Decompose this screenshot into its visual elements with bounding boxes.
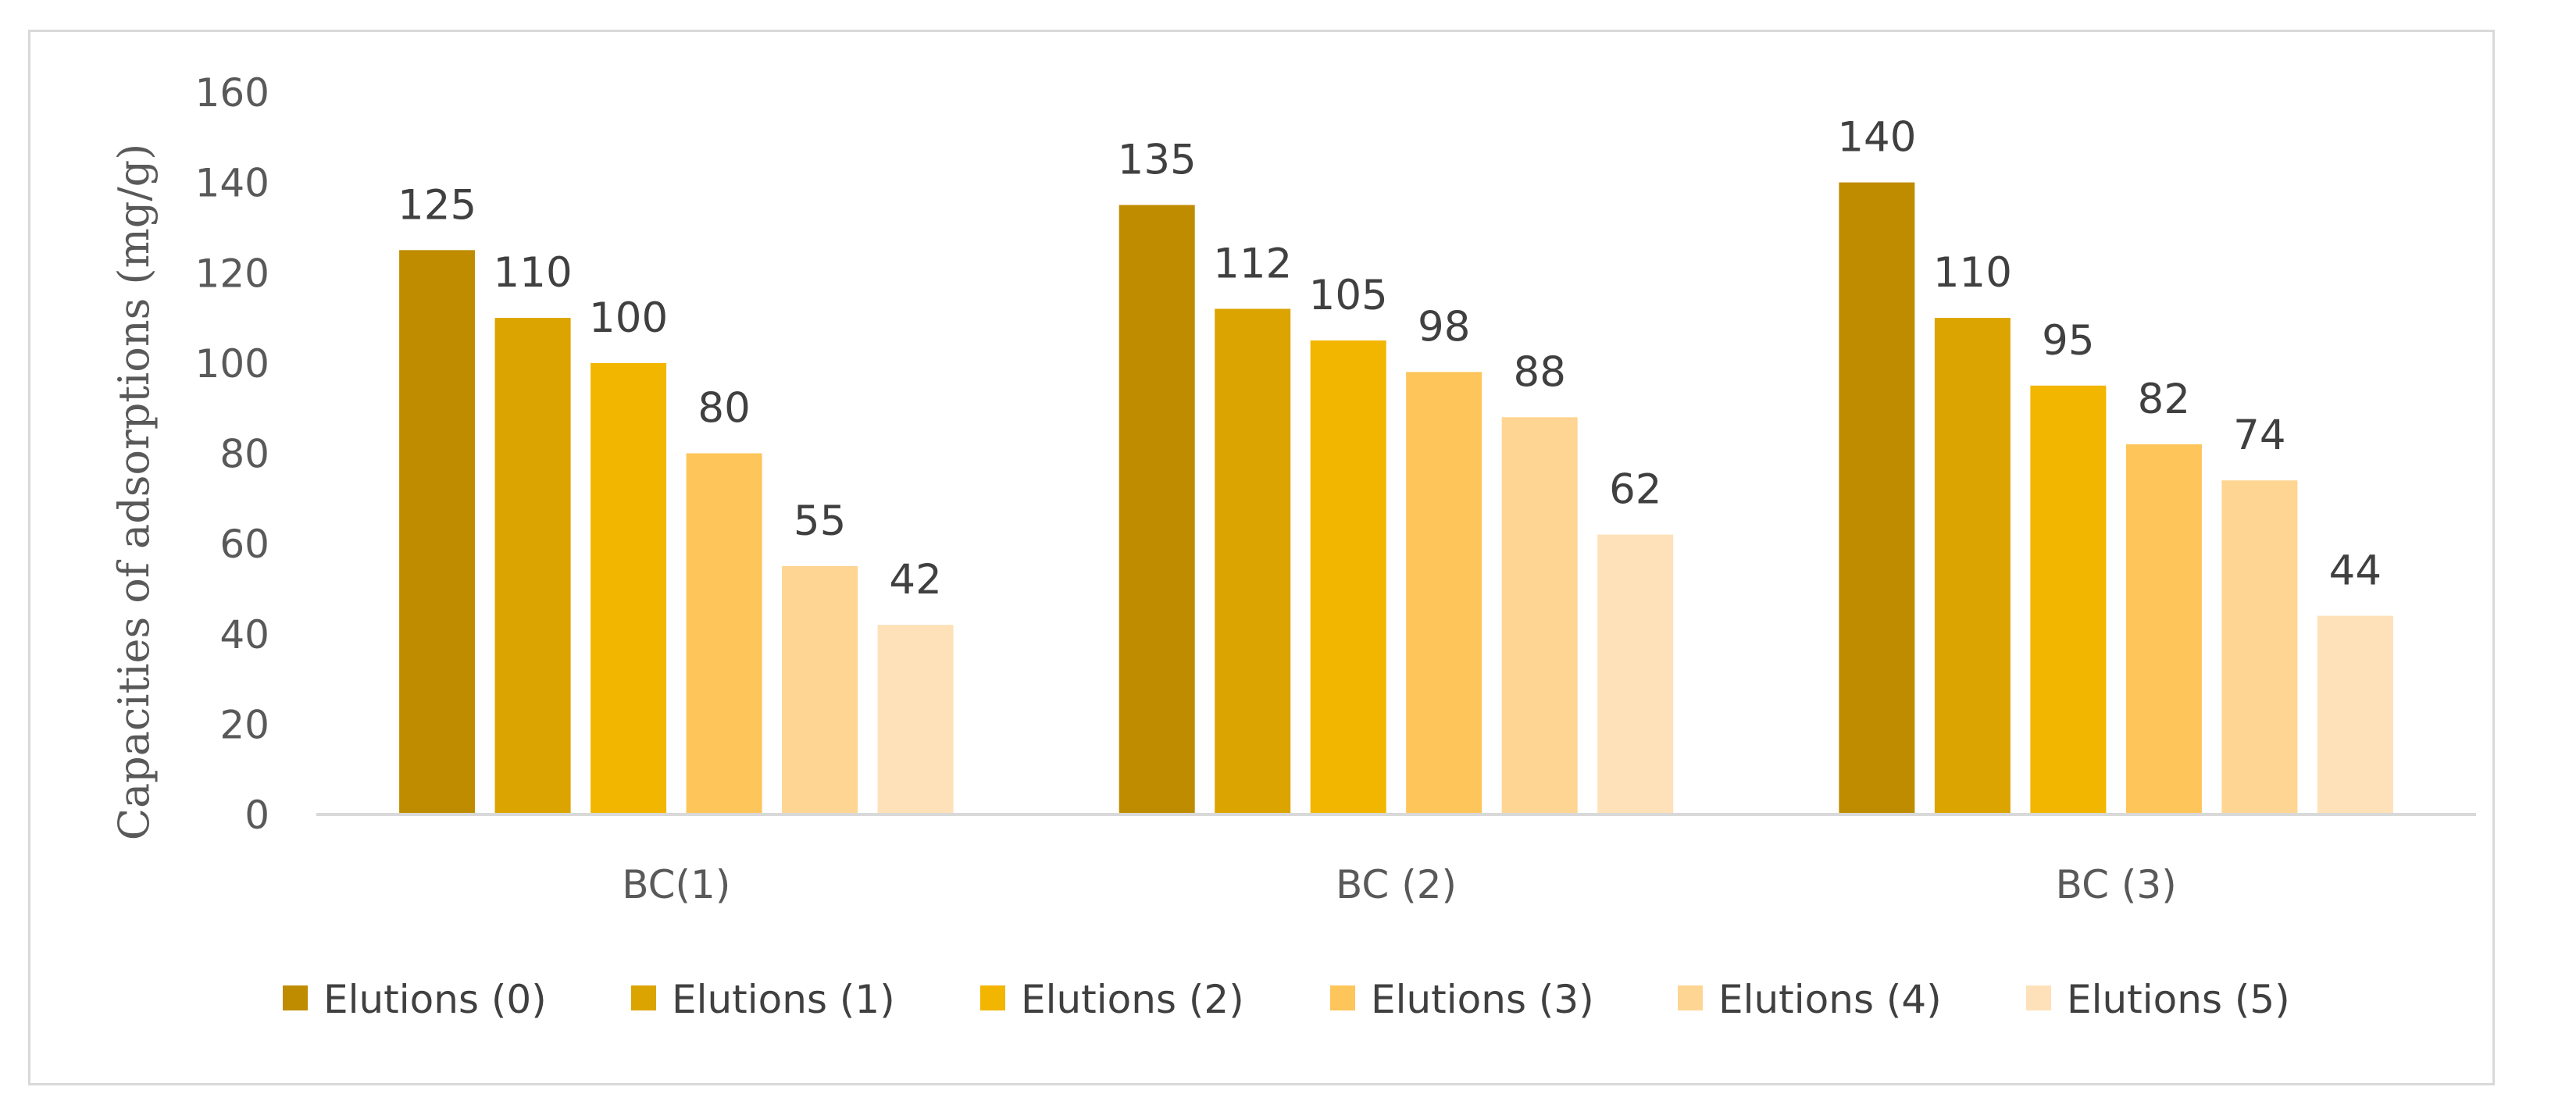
legend-label: Elutions (2) (1021, 977, 1244, 1022)
bar (494, 318, 571, 815)
y-tick-label: 160 (195, 70, 269, 116)
y-axis-title: Capacities of adsorptions (mg/g) (109, 144, 159, 840)
legend-swatch (631, 985, 656, 1010)
legend-label: Elutions (1) (672, 977, 895, 1022)
y-tick-label: 140 (195, 161, 269, 206)
data-label: 42 (889, 556, 941, 604)
bar (686, 453, 762, 814)
y-tick-label: 0 (244, 793, 269, 838)
legend: Elutions (0) Elutions (1) Elutions (2) Elut… (283, 977, 2290, 1022)
bar (877, 625, 954, 814)
data-label: 125 (398, 181, 476, 229)
bar (1310, 340, 1386, 814)
y-axis-ticks: 0 20 40 60 80 100 120 140 160 (195, 70, 269, 838)
data-label: 88 (1513, 348, 1565, 396)
bar (1839, 182, 1915, 815)
category-labels: BC(1) BC (2) BC (3) (622, 862, 2177, 907)
data-label: 100 (589, 294, 668, 342)
legend-label: Elutions (3) (1371, 977, 1594, 1022)
data-label: 105 (1309, 272, 1388, 319)
data-label: 110 (1933, 249, 2012, 297)
bar (1119, 205, 1195, 814)
y-tick-label: 120 (195, 251, 269, 296)
bar (2125, 444, 2202, 814)
bar (2030, 385, 2107, 814)
bar (2317, 615, 2393, 814)
data-label: 110 (494, 249, 573, 297)
bar (1934, 318, 2010, 815)
bar (399, 250, 476, 814)
data-labels-group: 125 110 100 80 55 42 135 112 105 98 88 62 140 110 95 82… (398, 114, 2382, 604)
legend-label: Elutions (5) (2067, 977, 2290, 1022)
data-label: 74 (2233, 412, 2285, 459)
data-label: 82 (2138, 376, 2190, 423)
data-label: 112 (1213, 241, 1292, 288)
bar (782, 566, 858, 814)
bar (590, 362, 667, 814)
y-tick-label: 100 (195, 341, 269, 387)
data-label: 80 (698, 385, 750, 433)
bar (1501, 417, 1578, 815)
y-tick-label: 80 (219, 432, 269, 477)
bar (1215, 308, 1291, 814)
category-label: BC(1) (622, 862, 730, 907)
data-label: 95 (2042, 317, 2094, 365)
data-label: 98 (1418, 303, 1470, 351)
y-tick-label: 60 (219, 522, 269, 567)
legend-label: Elutions (4) (1718, 977, 1942, 1022)
legend-swatch (980, 985, 1005, 1010)
data-label: 140 (1837, 114, 1916, 162)
legend-swatch (2026, 985, 2051, 1010)
legend-label: Elutions (0) (323, 977, 547, 1022)
y-tick-label: 40 (219, 612, 269, 658)
legend-swatch (1330, 985, 1355, 1010)
data-label: 62 (1609, 466, 1661, 514)
data-label: 135 (1118, 137, 1197, 184)
category-label: BC (2) (1336, 862, 1457, 907)
data-label: 44 (2329, 547, 2382, 595)
bar (1597, 534, 1674, 814)
legend-swatch (283, 985, 308, 1010)
data-label: 55 (794, 497, 846, 545)
legend-swatch (1678, 985, 1703, 1010)
y-tick-label: 20 (219, 702, 269, 747)
bar (1406, 372, 1482, 814)
bars-group (399, 182, 2393, 815)
bar (2221, 480, 2298, 814)
category-label: BC (3) (2056, 862, 2177, 907)
